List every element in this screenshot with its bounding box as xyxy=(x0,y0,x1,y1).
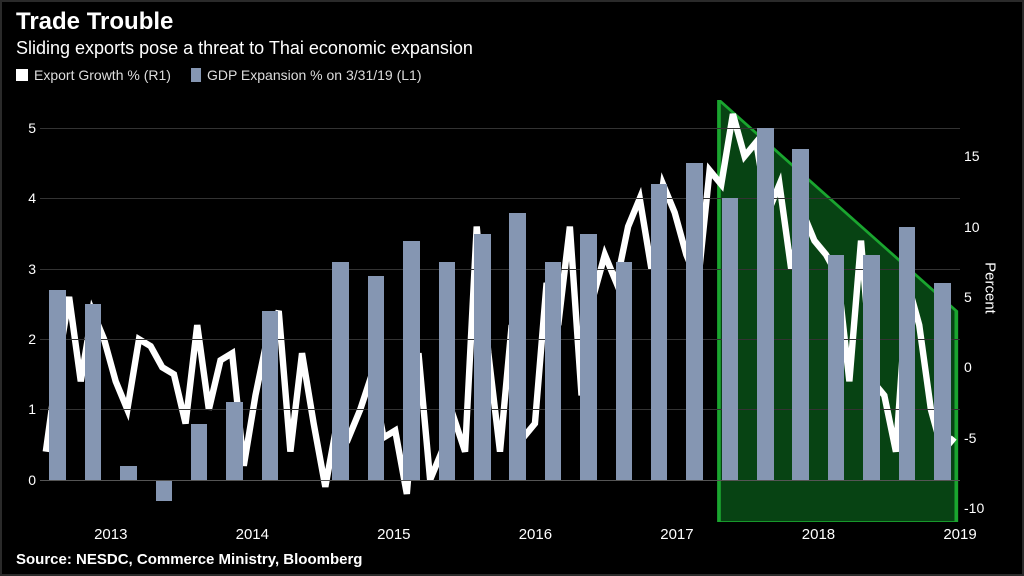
grid-line xyxy=(40,409,960,410)
gdp-bar xyxy=(792,149,809,480)
y-left-tick: 2 xyxy=(28,331,36,347)
legend-export: Export Growth % (R1) xyxy=(16,67,171,83)
legend: Export Growth % (R1) GDP Expansion % on … xyxy=(0,63,1024,87)
gdp-bar xyxy=(863,255,880,480)
x-tick: 2016 xyxy=(519,526,552,543)
legend-export-swatch xyxy=(16,69,28,81)
grid-line xyxy=(40,269,960,270)
gdp-bar xyxy=(828,255,845,480)
y-left-tick: 1 xyxy=(28,401,36,417)
gdp-bar xyxy=(757,128,774,480)
plot xyxy=(40,100,960,522)
y-right-tick: -10 xyxy=(964,500,984,516)
gdp-bar xyxy=(368,276,385,480)
legend-gdp: GDP Expansion % on 3/31/19 (L1) xyxy=(191,67,422,83)
y-right-tick: 5 xyxy=(964,289,972,305)
legend-export-label: Export Growth % (R1) xyxy=(34,67,171,83)
x-axis: 2013201420152016201720182019 xyxy=(40,526,960,546)
x-tick: 2018 xyxy=(802,526,835,543)
legend-gdp-swatch xyxy=(191,68,201,82)
gdp-bar xyxy=(686,163,703,480)
gdp-bar xyxy=(439,262,456,480)
chart-title: Trade Trouble xyxy=(16,8,1008,36)
y-axis-left: 0 1 2 3 4 5 xyxy=(12,100,36,522)
gdp-bar xyxy=(120,466,137,480)
gdp-bar xyxy=(651,184,668,479)
gdp-bar xyxy=(191,424,208,480)
grid-line xyxy=(40,339,960,340)
y-right-tick: 15 xyxy=(964,148,980,164)
gdp-bar xyxy=(899,227,916,480)
gdp-bar xyxy=(226,402,243,479)
gdp-bar xyxy=(545,262,562,480)
export-line xyxy=(46,114,954,494)
grid-line xyxy=(40,128,960,129)
x-tick: 2014 xyxy=(236,526,269,543)
chart-svg xyxy=(40,100,960,522)
gdp-bar xyxy=(580,234,597,480)
grid-line xyxy=(40,198,960,199)
x-tick: 2019 xyxy=(943,526,976,543)
y-right-tick: 10 xyxy=(964,219,980,235)
gdp-bar xyxy=(332,262,349,480)
gdp-bar xyxy=(722,198,739,479)
gdp-bar xyxy=(49,290,66,480)
legend-gdp-label: GDP Expansion % on 3/31/19 (L1) xyxy=(207,67,422,83)
chart-subtitle: Sliding exports pose a threat to Thai ec… xyxy=(16,38,1008,59)
y-right-tick: 0 xyxy=(964,359,972,375)
y-left-tick: 3 xyxy=(28,261,36,277)
y-left-tick: 0 xyxy=(28,472,36,488)
chart-area: 012345 -10-5051015 201320142015201620172… xyxy=(40,100,960,522)
right-axis-label: Percent xyxy=(982,262,999,314)
gdp-bar xyxy=(474,234,491,480)
gdp-bar xyxy=(262,311,279,480)
y-left-tick: 4 xyxy=(28,190,36,206)
source-text: Source: NESDC, Commerce Ministry, Bloomb… xyxy=(16,551,362,568)
gdp-bar xyxy=(85,304,102,480)
y-left-tick: 5 xyxy=(28,120,36,136)
gdp-bar xyxy=(616,262,633,480)
gdp-bar xyxy=(509,213,526,480)
x-tick: 2017 xyxy=(660,526,693,543)
gdp-bar xyxy=(156,480,173,501)
x-tick: 2013 xyxy=(94,526,127,543)
gdp-bar xyxy=(403,241,420,480)
y-right-tick: -5 xyxy=(964,430,976,446)
gdp-bar xyxy=(934,283,951,480)
x-tick: 2015 xyxy=(377,526,410,543)
